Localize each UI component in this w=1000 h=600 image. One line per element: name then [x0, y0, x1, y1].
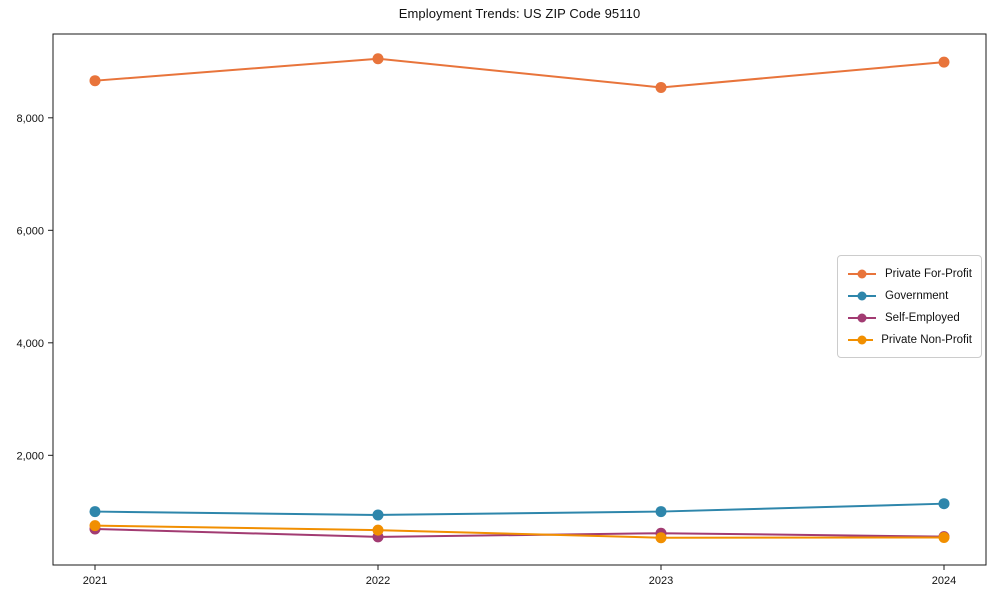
legend-label: Government — [885, 290, 949, 302]
data-point — [89, 520, 101, 532]
series-line — [94, 524, 945, 539]
plot-frame — [52, 33, 987, 566]
data-point — [89, 506, 101, 518]
y-tick-label: 8,000 — [16, 113, 44, 125]
data-point — [89, 75, 101, 87]
legend-dot — [857, 313, 867, 323]
legend-item: Government — [847, 285, 972, 307]
y-tick-label: 4,000 — [16, 338, 44, 350]
data-point — [655, 81, 667, 93]
data-point — [655, 506, 667, 518]
x-tick-label: 2023 — [649, 575, 673, 587]
legend-label: Private For-Profit — [885, 268, 972, 280]
data-point — [372, 524, 384, 536]
x-tick-label: 2024 — [932, 575, 956, 587]
legend-marker-icon — [848, 313, 876, 323]
x-tick-label: 2021 — [83, 575, 107, 587]
data-point — [938, 56, 950, 68]
data-point — [938, 531, 950, 543]
legend-item: Private Non-Profit — [847, 329, 972, 351]
series-line — [94, 502, 945, 516]
y-tick-label: 6,000 — [16, 225, 44, 237]
data-point — [938, 498, 950, 510]
legend-item: Self-Employed — [847, 307, 972, 329]
data-point — [372, 509, 384, 521]
series-line — [94, 57, 945, 89]
x-tick-label: 2022 — [366, 575, 390, 587]
legend-dot — [857, 269, 867, 279]
legend-dot — [857, 291, 867, 301]
legend-label: Self-Employed — [885, 312, 960, 324]
y-tick-label: 2,000 — [16, 450, 44, 462]
legend-marker-icon — [848, 269, 876, 279]
legend-marker-icon — [848, 335, 874, 345]
legend-label: Private Non-Profit — [881, 334, 972, 346]
series-line — [94, 528, 945, 538]
data-point — [372, 53, 384, 65]
legend-marker-icon — [848, 291, 876, 301]
legend-item: Private For-Profit — [847, 263, 972, 285]
data-point — [655, 532, 667, 544]
legend-dot — [857, 335, 867, 345]
chart-legend: Private For-Profit Government Self-Employe… — [837, 255, 982, 358]
chart-title: Employment Trends: US ZIP Code 95110 — [398, 6, 641, 21]
